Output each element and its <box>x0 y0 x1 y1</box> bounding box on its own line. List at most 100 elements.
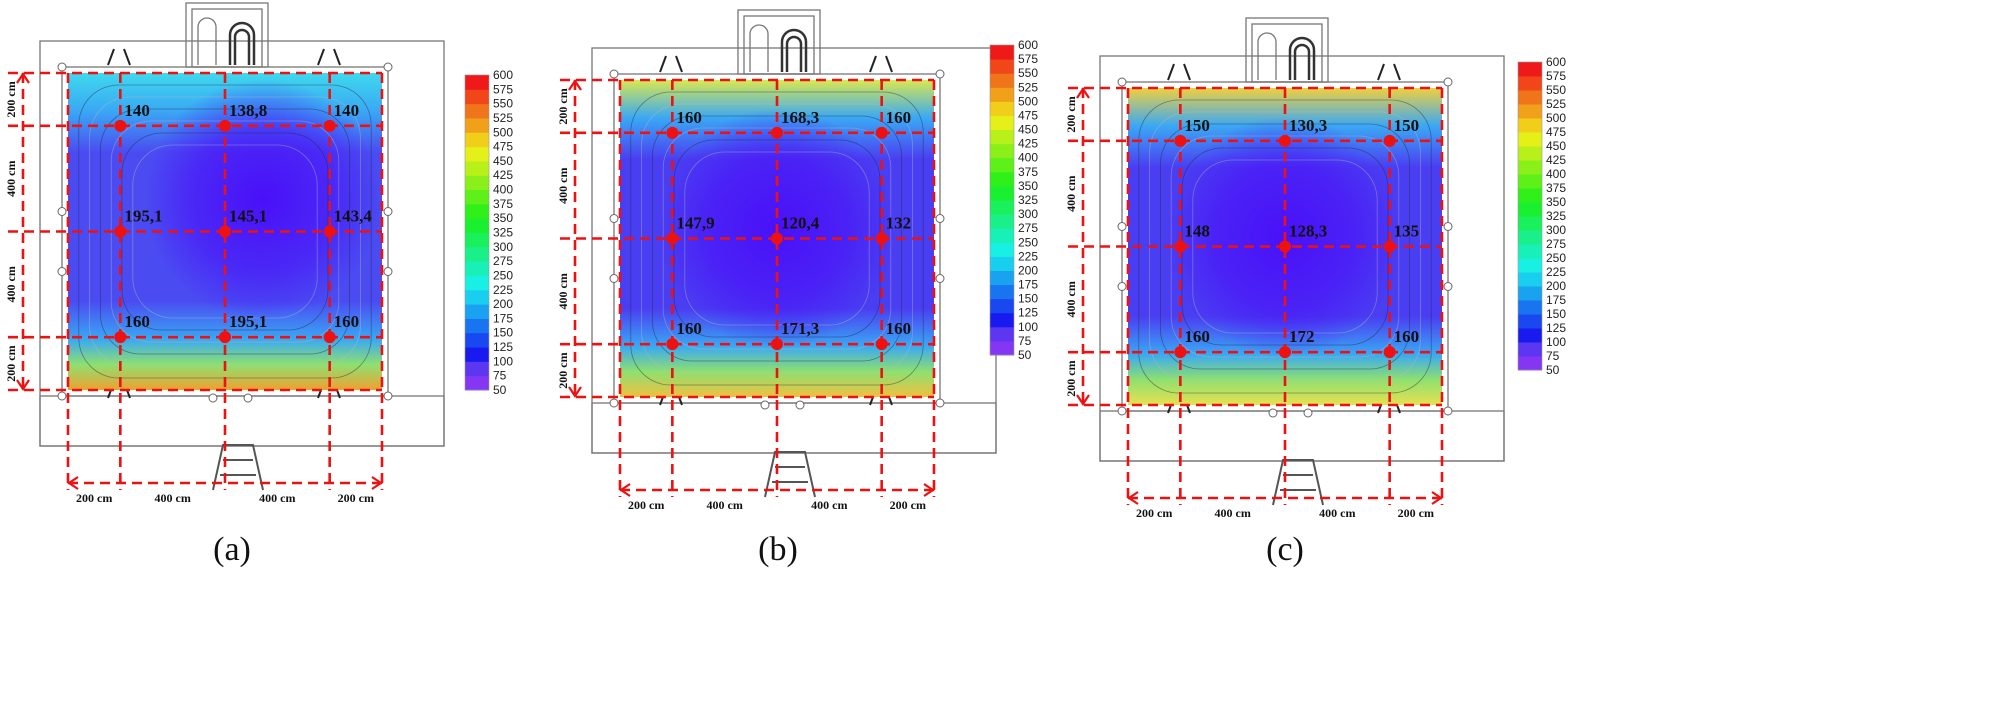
colorbar-band <box>1518 76 1542 91</box>
colorbar-band <box>990 284 1014 300</box>
horizontal-dimension-label: 400 cm <box>811 498 847 512</box>
column-icon <box>1443 77 1453 87</box>
colorbar-tick-label: 550 <box>1546 83 1566 97</box>
colorbar-band <box>1518 230 1542 245</box>
measurement-value: 160 <box>124 312 150 331</box>
measurement-point <box>114 119 127 132</box>
colorbar-tick-label: 75 <box>1546 349 1560 363</box>
colorbar-tick-label: 475 <box>493 140 513 154</box>
column-icon <box>1117 406 1127 416</box>
measurement-point <box>219 119 231 132</box>
colorbar-tick-label: 400 <box>1546 167 1566 181</box>
measurement-point <box>1383 346 1396 359</box>
colorbar-tick-label: 450 <box>1546 139 1566 153</box>
colorbar-band <box>1518 90 1542 105</box>
colorbar-band <box>465 232 489 248</box>
colorbar-tick-label: 325 <box>1018 193 1038 207</box>
vertical-dimension-label: 400 cm <box>1064 176 1078 212</box>
panel-1: 200 cm 400 cm 400 cm 200 cm 200 cm 400 cm 400 … <box>4 2 513 568</box>
colorbar-band <box>1518 328 1542 343</box>
panel-caption: (a) <box>213 531 251 568</box>
colorbar-tick-label: 75 <box>493 369 507 383</box>
measurement-point <box>219 331 231 344</box>
colorbar-band <box>1518 258 1542 273</box>
colorbar-tick-label: 600 <box>1546 55 1566 69</box>
measurement-value: 171,3 <box>781 319 819 338</box>
horizontal-dimension-label: 400 cm <box>155 491 191 505</box>
colorbar-band <box>990 270 1014 286</box>
measurement-point <box>875 232 888 245</box>
colorbar-band <box>465 261 489 276</box>
colorbar-band <box>990 87 1014 102</box>
column-icon <box>57 207 67 216</box>
colorbar-band <box>465 218 489 233</box>
measurement-point <box>1383 134 1396 147</box>
colorbar-tick-label: 400 <box>493 183 513 197</box>
column-icon <box>795 400 805 410</box>
colorbar-tick-label: 525 <box>1018 80 1038 94</box>
measurement-value: 150 <box>1394 116 1420 135</box>
colorbar-tick-label: 250 <box>493 268 513 282</box>
colorbar-band <box>1518 342 1542 357</box>
lower-annex <box>1099 410 1505 462</box>
colorbar-tick-label: 200 <box>1546 279 1566 293</box>
measurement-value: 160 <box>676 319 702 338</box>
colorbar-tick-label: 300 <box>1018 207 1038 221</box>
colorbar-band <box>990 298 1014 314</box>
measurement-value: 150 <box>1184 116 1210 135</box>
colorbar-tick-label: 425 <box>1546 153 1566 167</box>
window-icon <box>1377 63 1401 81</box>
horizontal-dimension-label: 200 cm <box>1136 506 1172 520</box>
colorbar-tick-label: 575 <box>493 82 513 96</box>
colorbar-tick-label: 75 <box>1018 334 1032 348</box>
colorbar-band <box>990 326 1014 342</box>
colorbar-band <box>1518 160 1542 175</box>
colorbar-tick-label: 375 <box>1018 165 1038 179</box>
column-icon <box>383 391 393 401</box>
stair-rail-icon <box>228 21 256 65</box>
vertical-dimension-label: 200 cm <box>1064 360 1078 396</box>
measurement-value: 128,3 <box>1289 222 1327 241</box>
colorbar-tick-label: 300 <box>493 240 513 254</box>
measurement-point <box>114 225 127 238</box>
column-icon <box>1443 406 1453 416</box>
lower-annex <box>591 402 997 454</box>
stage-inner <box>191 8 263 68</box>
colorbar-band <box>465 132 489 148</box>
colorbar-band <box>990 73 1014 88</box>
colorbar-band <box>990 214 1014 229</box>
colorbar-band <box>990 228 1014 243</box>
measurement-value: 160 <box>334 312 360 331</box>
measurement-value: 135 <box>1394 222 1420 241</box>
horizontal-dimension-label: 400 cm <box>707 498 743 512</box>
measurement-value: 148 <box>1184 222 1210 241</box>
colorbar-tick-label: 525 <box>1546 97 1566 111</box>
colorbar-tick-label: 450 <box>1018 123 1038 137</box>
colorbar-tick-label: 500 <box>1018 94 1038 108</box>
measurement-value: 172 <box>1289 327 1315 346</box>
measurement-value: 160 <box>1394 327 1420 346</box>
window-icon <box>107 48 131 66</box>
colorbar-tick-label: 100 <box>493 354 513 368</box>
colorbar-tick-label: 225 <box>1546 265 1566 279</box>
vertical-dimension-label: 400 cm <box>4 161 18 197</box>
colorbar-band <box>1518 202 1542 217</box>
colorbar-tick-label: 200 <box>1018 263 1038 277</box>
colorbar-band <box>1518 132 1542 147</box>
colorbar-frame <box>989 44 1015 356</box>
lower-annex <box>39 395 445 447</box>
panel-caption: (c) <box>1266 531 1304 568</box>
column-icon <box>208 393 218 403</box>
colorbar-tick-label: 225 <box>493 283 513 297</box>
colorbar-tick-label: 100 <box>1018 320 1038 334</box>
colorbar-band <box>990 59 1014 74</box>
colorbar-band <box>990 256 1014 271</box>
colorbar-tick-label: 275 <box>1546 237 1566 251</box>
measurement-value: 145,1 <box>229 207 267 226</box>
measurement-value: 160 <box>1184 327 1210 346</box>
column-icon <box>1117 222 1127 231</box>
colorbar-frame <box>1517 61 1543 371</box>
vertical-dimension-label: 200 cm <box>556 352 570 388</box>
measurement-value: 120,4 <box>781 214 820 233</box>
